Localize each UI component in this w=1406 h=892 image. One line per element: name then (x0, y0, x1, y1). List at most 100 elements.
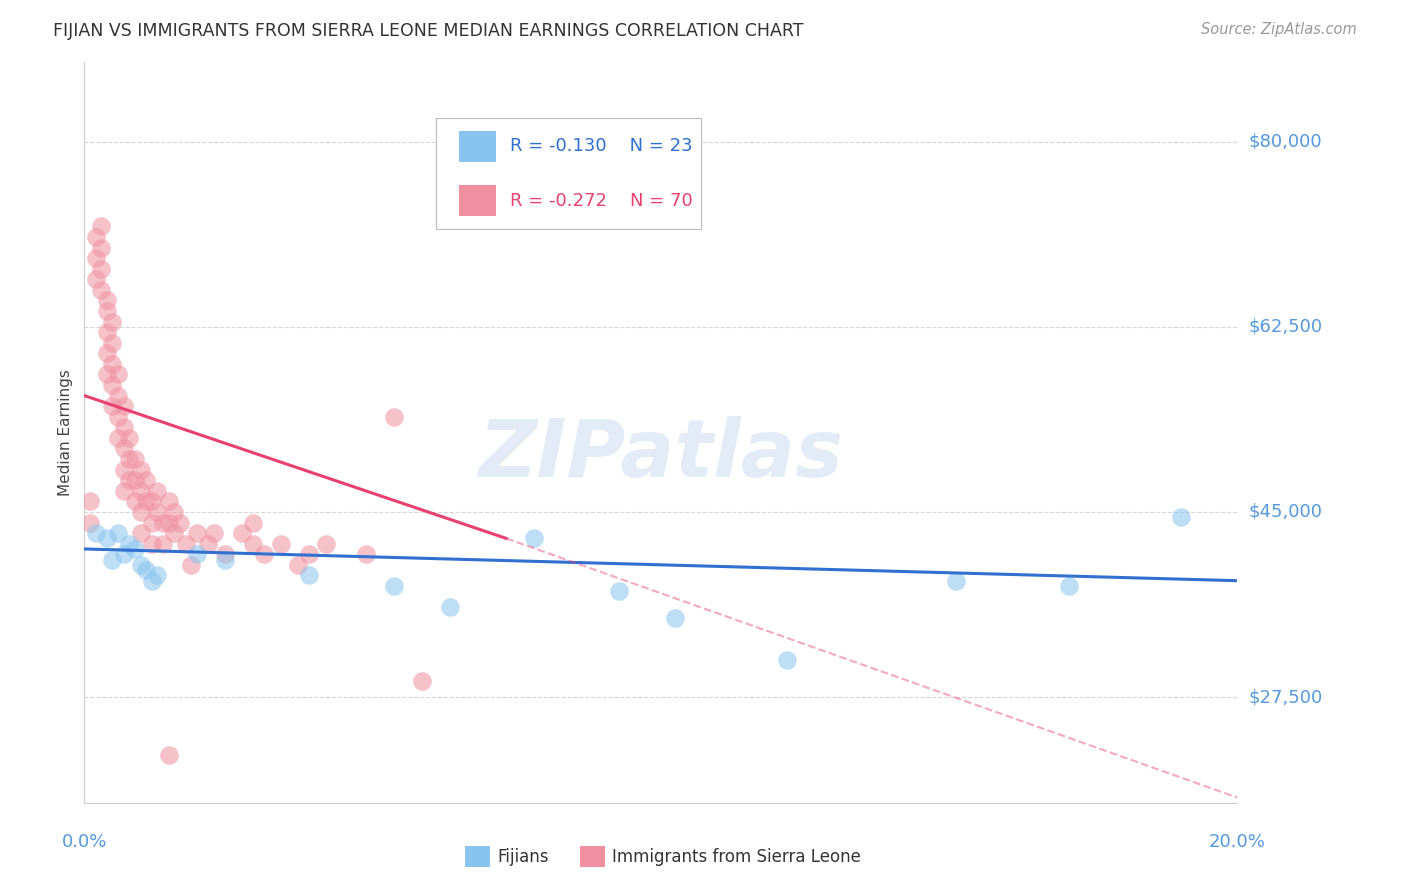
Point (382, 579, 405, 593)
Point (129, 483, 152, 498)
Point (90, 283, 112, 297)
Point (298, 547, 321, 561)
Point (135, 473, 157, 487)
Point (664, 610, 686, 624)
Point (101, 399, 124, 413)
Point (231, 526, 253, 541)
Point (84, 272, 107, 286)
Point (101, 335, 124, 350)
Point (186, 547, 208, 561)
Text: Fijians: Fijians (498, 848, 548, 866)
Point (607, 584, 630, 599)
Point (101, 552, 124, 566)
Point (112, 547, 135, 561)
Point (157, 748, 180, 763)
Point (129, 505, 152, 519)
Bar (460, 130, 496, 161)
Bar (465, 847, 491, 867)
Point (141, 536, 163, 550)
Bar (460, 186, 496, 217)
Point (84, 230, 107, 244)
Point (439, 600, 461, 615)
Point (163, 505, 186, 519)
Point (118, 536, 141, 550)
Point (135, 563, 157, 577)
Point (101, 357, 124, 371)
Point (287, 558, 309, 572)
Point (1057, 579, 1080, 593)
Point (186, 526, 208, 541)
Text: R = -0.130    N = 23: R = -0.130 N = 23 (510, 137, 692, 155)
Text: 20.0%: 20.0% (1209, 833, 1265, 851)
Point (270, 536, 292, 550)
Point (197, 536, 219, 550)
Point (354, 547, 377, 561)
Point (124, 494, 146, 508)
Point (298, 568, 321, 582)
Point (141, 574, 163, 588)
Point (129, 462, 152, 476)
Point (945, 574, 967, 588)
Point (90, 219, 112, 234)
Point (152, 516, 174, 530)
Point (96, 368, 118, 382)
Text: Source: ZipAtlas.com: Source: ZipAtlas.com (1201, 22, 1357, 37)
Point (157, 494, 180, 508)
Text: $62,500: $62,500 (1249, 318, 1323, 336)
Point (202, 526, 225, 541)
Text: ZIPatlas: ZIPatlas (478, 416, 844, 494)
Point (118, 452, 141, 467)
Point (96, 346, 118, 360)
Point (146, 568, 169, 582)
Point (146, 505, 169, 519)
Point (146, 483, 169, 498)
Point (411, 674, 433, 689)
Point (112, 442, 135, 456)
Point (96, 532, 118, 546)
FancyBboxPatch shape (436, 118, 702, 229)
Point (141, 516, 163, 530)
Point (253, 547, 276, 561)
Point (101, 315, 124, 329)
Point (90, 240, 112, 255)
Point (96, 325, 118, 339)
Point (118, 431, 141, 445)
Point (382, 409, 405, 424)
Point (107, 431, 129, 445)
Point (523, 532, 546, 546)
Point (96, 304, 118, 318)
Point (107, 526, 129, 541)
Point (129, 526, 152, 541)
Point (124, 473, 146, 487)
Text: FIJIAN VS IMMIGRANTS FROM SIERRA LEONE MEDIAN EARNINGS CORRELATION CHART: FIJIAN VS IMMIGRANTS FROM SIERRA LEONE M… (53, 22, 804, 40)
Point (84, 251, 107, 265)
Point (315, 536, 337, 550)
Point (112, 483, 135, 498)
Bar (581, 847, 606, 867)
Point (169, 516, 191, 530)
Point (180, 558, 202, 572)
Point (79, 516, 101, 530)
Point (135, 494, 157, 508)
Point (141, 494, 163, 508)
Point (242, 516, 264, 530)
Text: $45,000: $45,000 (1249, 503, 1323, 521)
Point (214, 552, 236, 566)
Text: $27,500: $27,500 (1249, 688, 1323, 706)
Point (1170, 510, 1192, 524)
Point (112, 399, 135, 413)
Point (124, 541, 146, 556)
Point (107, 409, 129, 424)
Text: R = -0.272    N = 70: R = -0.272 N = 70 (510, 192, 693, 210)
Point (152, 536, 174, 550)
Point (214, 547, 236, 561)
Point (157, 516, 180, 530)
Y-axis label: Median Earnings: Median Earnings (58, 369, 73, 496)
Point (96, 293, 118, 308)
Point (118, 473, 141, 487)
Point (112, 462, 135, 476)
Point (107, 388, 129, 402)
Point (776, 653, 799, 667)
Point (242, 536, 264, 550)
Point (107, 368, 129, 382)
